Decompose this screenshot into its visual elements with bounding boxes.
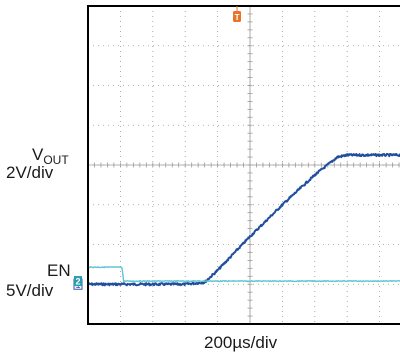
en-label: EN: [47, 261, 71, 280]
trigger-marker: [233, 11, 242, 22]
vout-label: VOUT: [32, 145, 69, 167]
vout-trace: [87, 153, 400, 287]
vout-label-main: V: [32, 145, 44, 164]
en-scale-label: 5V/div: [6, 281, 54, 300]
time-scale-label: 200µs/div: [204, 333, 278, 352]
ch2-marker: [74, 276, 82, 287]
vout-scale-label: 2V/div: [6, 163, 54, 182]
en-trace: [87, 266, 400, 283]
plot-frame: [87, 5, 400, 325]
ch2-marker-label: 2: [75, 277, 80, 287]
vout-label-sub: OUT: [43, 153, 69, 167]
trigger-marker-label: T: [235, 13, 240, 22]
